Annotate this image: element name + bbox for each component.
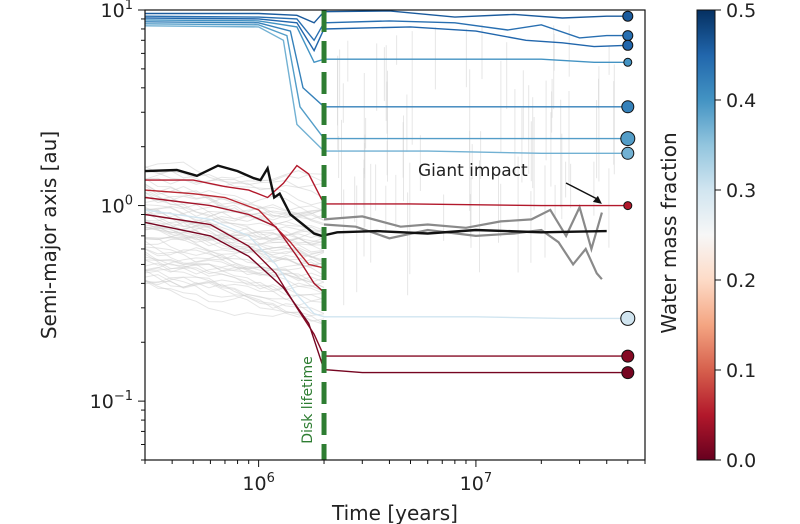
final-planet-dot — [622, 30, 634, 42]
planet-track — [145, 221, 628, 374]
highlight-track — [145, 164, 607, 238]
y-axis-label: Semi-major axis [au] — [37, 131, 61, 339]
background-track — [145, 173, 325, 185]
annotation-arrow — [565, 182, 600, 201]
y-tick-label: 10−1 — [90, 389, 133, 413]
colorbar-ticks: 0.0 0.1 0.2 0.3 0.4 0.5 — [715, 0, 756, 472]
background-track — [145, 240, 325, 297]
colorbar-tick-label: 0.1 — [726, 360, 756, 382]
background-track — [145, 183, 325, 213]
colorbar-tick-label: 0.4 — [726, 90, 756, 112]
final-planets — [620, 10, 636, 380]
background-track — [145, 221, 325, 244]
colorbar-tick-label: 0.2 — [726, 270, 756, 292]
giant-impact-annotation: Giant impact — [418, 161, 602, 204]
planet-track — [145, 17, 628, 53]
planet-track — [145, 15, 628, 42]
colorbar-gradient — [696, 9, 716, 461]
annotation-arrowhead — [592, 195, 602, 204]
background-track — [145, 221, 325, 236]
background-track — [145, 270, 325, 322]
colorbar-tick-label: 0.3 — [726, 180, 756, 202]
final-planet-dot — [621, 146, 635, 160]
final-planet-dot — [621, 349, 635, 363]
planet-track — [145, 21, 628, 108]
planet-track — [145, 209, 628, 320]
background-track — [145, 191, 325, 246]
background-track — [145, 189, 325, 224]
final-planet-dot — [622, 39, 634, 51]
background-track — [145, 276, 325, 314]
background-track — [145, 259, 325, 301]
colorbar-tick-label: 0.5 — [726, 0, 756, 22]
final-planet-dot — [621, 100, 635, 114]
colorbar: 0.0 0.1 0.2 0.3 0.4 0.5 Water mass fraction — [657, 0, 756, 472]
final-planet-dot — [621, 366, 635, 380]
background-track — [145, 221, 325, 259]
colorbar-tick-label: 0.0 — [726, 450, 756, 472]
background-track — [145, 235, 325, 254]
background-track — [145, 184, 325, 218]
planet-track — [145, 189, 325, 269]
x-axis: 106 107 — [144, 460, 646, 495]
final-planet-dot — [622, 10, 634, 22]
background-track — [145, 248, 325, 270]
background-track — [145, 280, 325, 325]
planet-track — [145, 23, 628, 140]
x-tick-label: 106 — [242, 471, 274, 495]
background-track — [145, 266, 325, 283]
final-planet-dot — [620, 131, 636, 147]
planet-track — [145, 25, 628, 154]
background-track — [145, 226, 325, 292]
background-track — [145, 269, 325, 325]
background-track — [145, 170, 325, 199]
y-tick-label: 100 — [101, 194, 133, 218]
background-track — [145, 262, 325, 293]
background-track — [145, 165, 325, 189]
highlight-track-line — [145, 164, 607, 238]
background-track — [145, 207, 325, 243]
background-track — [145, 226, 325, 254]
background-track — [145, 251, 325, 267]
planet-track — [145, 196, 325, 293]
colorbar-label: Water mass fraction — [657, 132, 681, 333]
final-planet-dot — [623, 57, 633, 67]
x-axis-label: Time [years] — [331, 501, 458, 524]
plot-frame — [144, 9, 646, 461]
final-planet-dot — [620, 310, 636, 326]
background-track — [145, 246, 325, 288]
final-planet-dot — [623, 201, 633, 211]
annotation-text: Giant impact — [418, 161, 528, 181]
gray-track — [323, 204, 603, 254]
disk-lifetime-line: Disk lifetime — [300, 10, 327, 460]
background-track — [145, 209, 325, 237]
planet-track — [145, 164, 628, 207]
x-tick-label: 107 — [460, 471, 492, 495]
y-tick-label: 101 — [101, 0, 133, 22]
background-track — [145, 169, 325, 206]
y-axis: 10−1 100 101 — [90, 0, 145, 461]
planet-track — [145, 10, 628, 24]
disk-lifetime-label: Disk lifetime — [300, 356, 316, 443]
background-track — [145, 229, 325, 267]
